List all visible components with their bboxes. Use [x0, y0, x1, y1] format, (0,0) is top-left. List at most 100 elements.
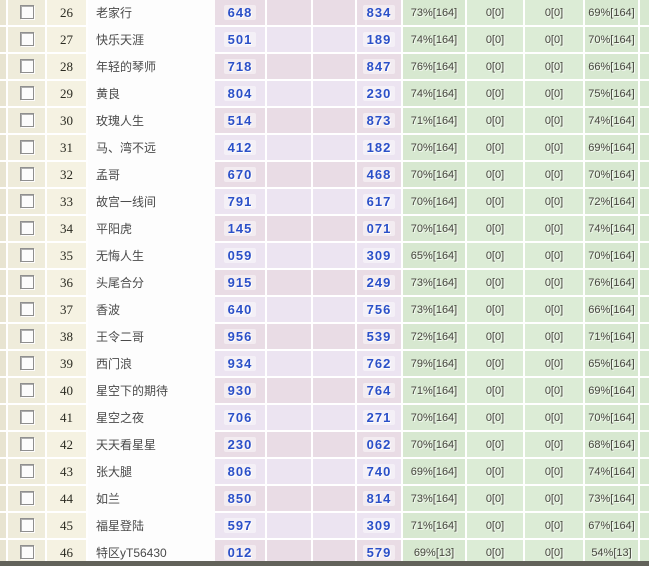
value-1: 804 [223, 85, 257, 101]
stat-cell-3: 0[0] [525, 0, 585, 27]
row-name: 如兰 [88, 486, 215, 513]
value-1: 850 [223, 490, 257, 506]
row-name: 天天看星星 [88, 432, 215, 459]
clipped-column-cell [640, 135, 649, 162]
clipped-column-cell [640, 486, 649, 513]
value-2: 764 [362, 382, 396, 398]
stat-cell-1: 70%[164] [403, 135, 467, 162]
empty-cell [313, 432, 357, 459]
stat-cell-3: 0[0] [525, 486, 585, 513]
value-1: 059 [223, 247, 257, 263]
stat-cell-4: 73%[164] [585, 486, 640, 513]
row-index: 45 [47, 513, 88, 540]
stat-cell-3: 0[0] [525, 405, 585, 432]
stat-cell-1: 73%[164] [403, 486, 467, 513]
row-checkbox[interactable] [19, 356, 34, 371]
value-cell-1: 806 [215, 459, 267, 486]
stat-cell-1: 79%[164] [403, 351, 467, 378]
row-checkbox[interactable] [19, 113, 34, 128]
row-checkbox[interactable] [19, 5, 34, 20]
left-edge-cell [0, 405, 8, 432]
left-edge-cell [0, 216, 8, 243]
empty-cell [313, 378, 357, 405]
table-row: 29 黄良 804 230 74%[164] 0[0] 0[0] 75%[164… [0, 81, 649, 108]
checkbox-cell [8, 243, 47, 270]
empty-cell [313, 189, 357, 216]
row-checkbox[interactable] [19, 545, 34, 560]
empty-cell [267, 54, 313, 81]
left-edge-cell [0, 135, 8, 162]
row-checkbox[interactable] [19, 491, 34, 506]
checkbox-cell [8, 108, 47, 135]
value-cell-1: 804 [215, 81, 267, 108]
row-checkbox[interactable] [19, 167, 34, 182]
row-name: 年轻的琴师 [88, 54, 215, 81]
empty-cell [313, 486, 357, 513]
value-cell-2: 834 [357, 0, 403, 27]
left-edge-cell [0, 0, 8, 27]
row-checkbox[interactable] [19, 383, 34, 398]
value-1: 145 [223, 220, 257, 236]
empty-cell [313, 162, 357, 189]
table-row: 33 故宫一线间 791 617 70%[164] 0[0] 0[0] 72%[… [0, 189, 649, 216]
value-cell-2: 071 [357, 216, 403, 243]
empty-cell [313, 243, 357, 270]
row-checkbox[interactable] [19, 464, 34, 479]
row-name: 头尾合分 [88, 270, 215, 297]
value-cell-1: 850 [215, 486, 267, 513]
row-checkbox[interactable] [19, 437, 34, 452]
row-index: 31 [47, 135, 88, 162]
clipped-column-cell [640, 108, 649, 135]
value-2: 847 [362, 58, 396, 74]
stat-cell-1: 69%[13] [403, 540, 467, 566]
stat-cell-3: 0[0] [525, 108, 585, 135]
value-1: 791 [223, 193, 257, 209]
checkbox-cell [8, 297, 47, 324]
stat-cell-3: 0[0] [525, 351, 585, 378]
stat-cell-4: 76%[164] [585, 270, 640, 297]
empty-cell [267, 432, 313, 459]
row-checkbox[interactable] [19, 518, 34, 533]
clipped-column-cell [640, 405, 649, 432]
stat-cell-3: 0[0] [525, 54, 585, 81]
value-cell-2: 756 [357, 297, 403, 324]
left-edge-cell [0, 513, 8, 540]
checkbox-cell [8, 54, 47, 81]
table-row: 34 平阳虎 145 071 70%[164] 0[0] 0[0] 74%[16… [0, 216, 649, 243]
value-cell-2: 814 [357, 486, 403, 513]
stat-cell-3: 0[0] [525, 324, 585, 351]
stat-cell-1: 70%[164] [403, 189, 467, 216]
row-checkbox[interactable] [19, 329, 34, 344]
value-cell-1: 791 [215, 189, 267, 216]
checkbox-cell [8, 27, 47, 54]
left-edge-cell [0, 108, 8, 135]
value-1: 956 [223, 328, 257, 344]
left-edge-cell [0, 486, 8, 513]
table-row: 45 福星登陆 597 309 71%[164] 0[0] 0[0] 67%[1… [0, 513, 649, 540]
empty-cell [313, 513, 357, 540]
value-1: 915 [223, 274, 257, 290]
row-checkbox[interactable] [19, 86, 34, 101]
row-checkbox[interactable] [19, 221, 34, 236]
row-checkbox[interactable] [19, 248, 34, 263]
stat-cell-3: 0[0] [525, 270, 585, 297]
value-2: 873 [362, 112, 396, 128]
row-checkbox[interactable] [19, 59, 34, 74]
value-1: 640 [223, 301, 257, 317]
row-checkbox[interactable] [19, 410, 34, 425]
row-name: 王令二哥 [88, 324, 215, 351]
row-name: 福星登陆 [88, 513, 215, 540]
left-edge-cell [0, 270, 8, 297]
row-name: 西门浪 [88, 351, 215, 378]
row-checkbox[interactable] [19, 302, 34, 317]
row-checkbox[interactable] [19, 140, 34, 155]
left-edge-cell [0, 378, 8, 405]
row-checkbox[interactable] [19, 32, 34, 47]
value-cell-2: 309 [357, 243, 403, 270]
row-checkbox[interactable] [19, 194, 34, 209]
empty-cell [267, 324, 313, 351]
row-checkbox[interactable] [19, 275, 34, 290]
empty-cell [267, 513, 313, 540]
empty-cell [313, 324, 357, 351]
stat-cell-2: 0[0] [467, 27, 525, 54]
